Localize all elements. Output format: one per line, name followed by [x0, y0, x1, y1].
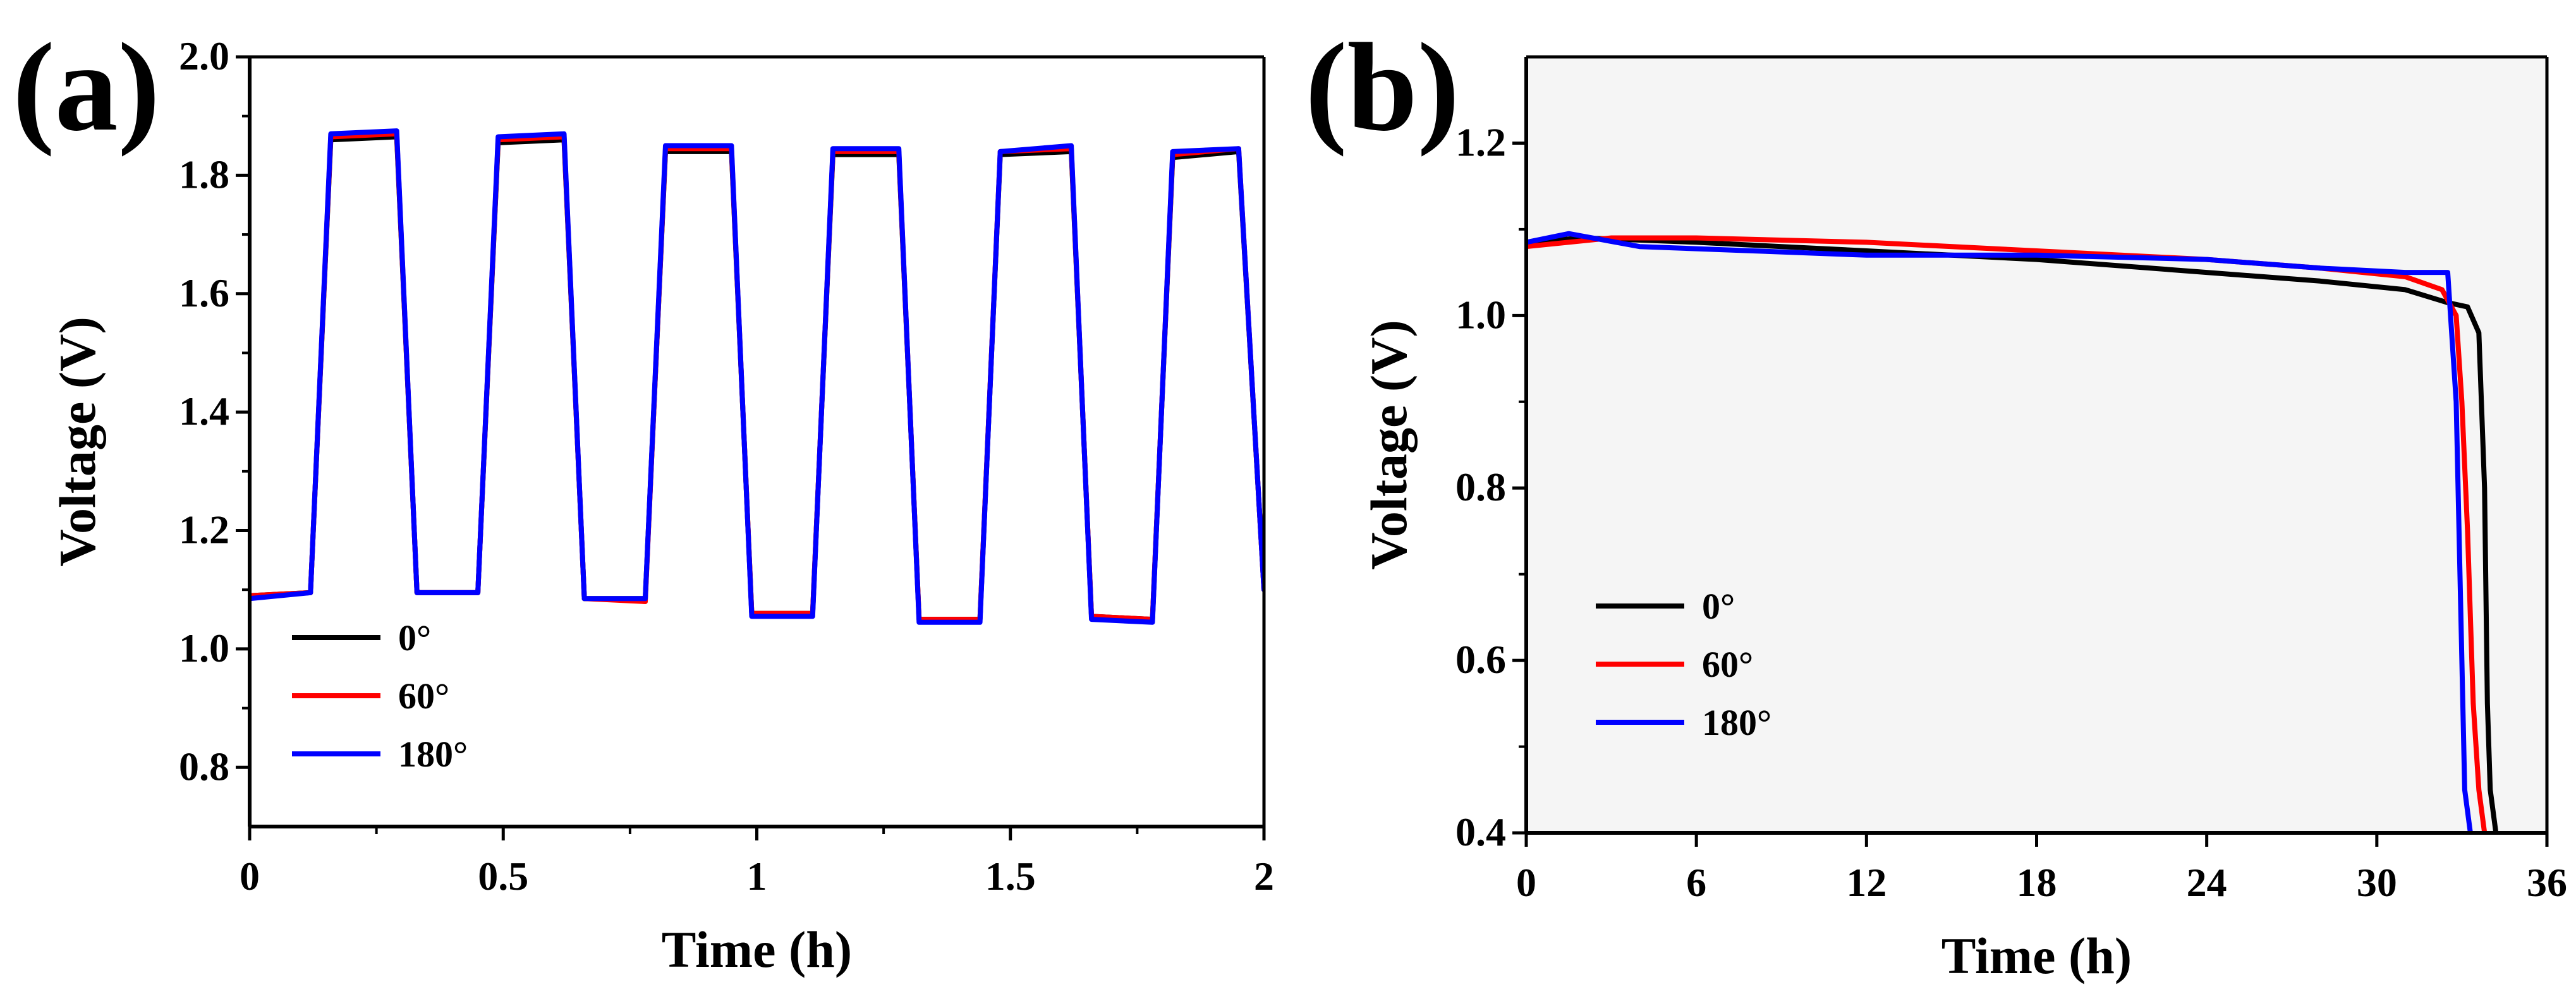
x-tick-label-b-4: 24	[2187, 860, 2227, 905]
plot-area-a	[250, 57, 1264, 827]
series-group-b	[1526, 231, 2499, 833]
panel-b: 0 6 12 18 24 30 36 0.4 0.6 0.8 1.0 1.2 Time (h) Volta…	[1305, 18, 2567, 985]
y-tick-label-b-2: 0.8	[1455, 464, 1506, 509]
x-tick-label-b-3: 18	[2017, 860, 2057, 905]
legend-label-a-0: 0°	[398, 617, 431, 658]
y-tick-label-a-4: 1.6	[179, 270, 229, 315]
y-axis-title-b: Voltage (V)	[1360, 320, 1418, 570]
x-tick-label-a-3: 1.5	[985, 854, 1036, 899]
legend-label-a-1: 60°	[398, 676, 449, 717]
x-tick-label-a-1: 0.5	[478, 854, 528, 899]
y-tick-label-a-2: 1.2	[179, 507, 229, 552]
y-tick-label-b-0: 0.4	[1455, 809, 1506, 854]
x-tick-label-b-2: 12	[1846, 860, 1886, 905]
series-line-a-2	[250, 128, 1264, 625]
y-tick-label-a-6: 2.0	[179, 33, 229, 78]
x-tick-label-b-6: 36	[2527, 860, 2567, 905]
plot-area-b	[1526, 57, 2547, 833]
panel-a: 0 0.5 1 1.5 2 0.8 1.0 1.2 1.4 1.6 1.8 2.0 Time (h) Vo…	[13, 18, 1274, 978]
legend-a: 0° 60° 180°	[292, 617, 468, 775]
x-tick-label-a-4: 2	[1254, 854, 1274, 899]
series-group-a	[250, 128, 1264, 625]
legend-b: 0° 60° 180°	[1596, 586, 1771, 743]
y-tick-label-b-3: 1.0	[1455, 292, 1506, 337]
legend-label-b-0: 0°	[1702, 586, 1735, 627]
x-tick-label-a-2: 1	[747, 854, 767, 899]
legend-label-a-2: 180°	[398, 734, 468, 775]
y-tick-label-a-0: 0.8	[179, 744, 229, 789]
y-tick-label-b-4: 1.2	[1455, 119, 1506, 164]
x-tick-label-b-5: 30	[2357, 860, 2397, 905]
x-tick-label-b-0: 0	[1516, 860, 1536, 905]
panel-label-b: (b)	[1305, 18, 1459, 157]
series-line-b-0	[1526, 235, 2499, 833]
legend-label-b-1: 60°	[1702, 644, 1753, 685]
y-tick-label-a-3: 1.4	[179, 389, 229, 433]
x-tick-label-b-1: 6	[1686, 860, 1706, 905]
y-tick-label-b-1: 0.6	[1455, 637, 1506, 682]
series-line-b-1	[1526, 235, 2488, 833]
y-tick-label-a-5: 1.8	[179, 152, 229, 197]
y-axis-title-a: Voltage (V)	[49, 317, 106, 567]
x-axis-title-b: Time (h)	[1941, 927, 2132, 985]
series-line-b-2	[1526, 231, 2473, 833]
legend-label-b-2: 180°	[1702, 702, 1771, 743]
x-axis-title-a: Time (h)	[662, 921, 852, 978]
y-tick-label-a-1: 1.0	[179, 626, 229, 670]
panel-label-a: (a)	[13, 18, 160, 157]
x-tick-label-a-0: 0	[240, 854, 260, 899]
